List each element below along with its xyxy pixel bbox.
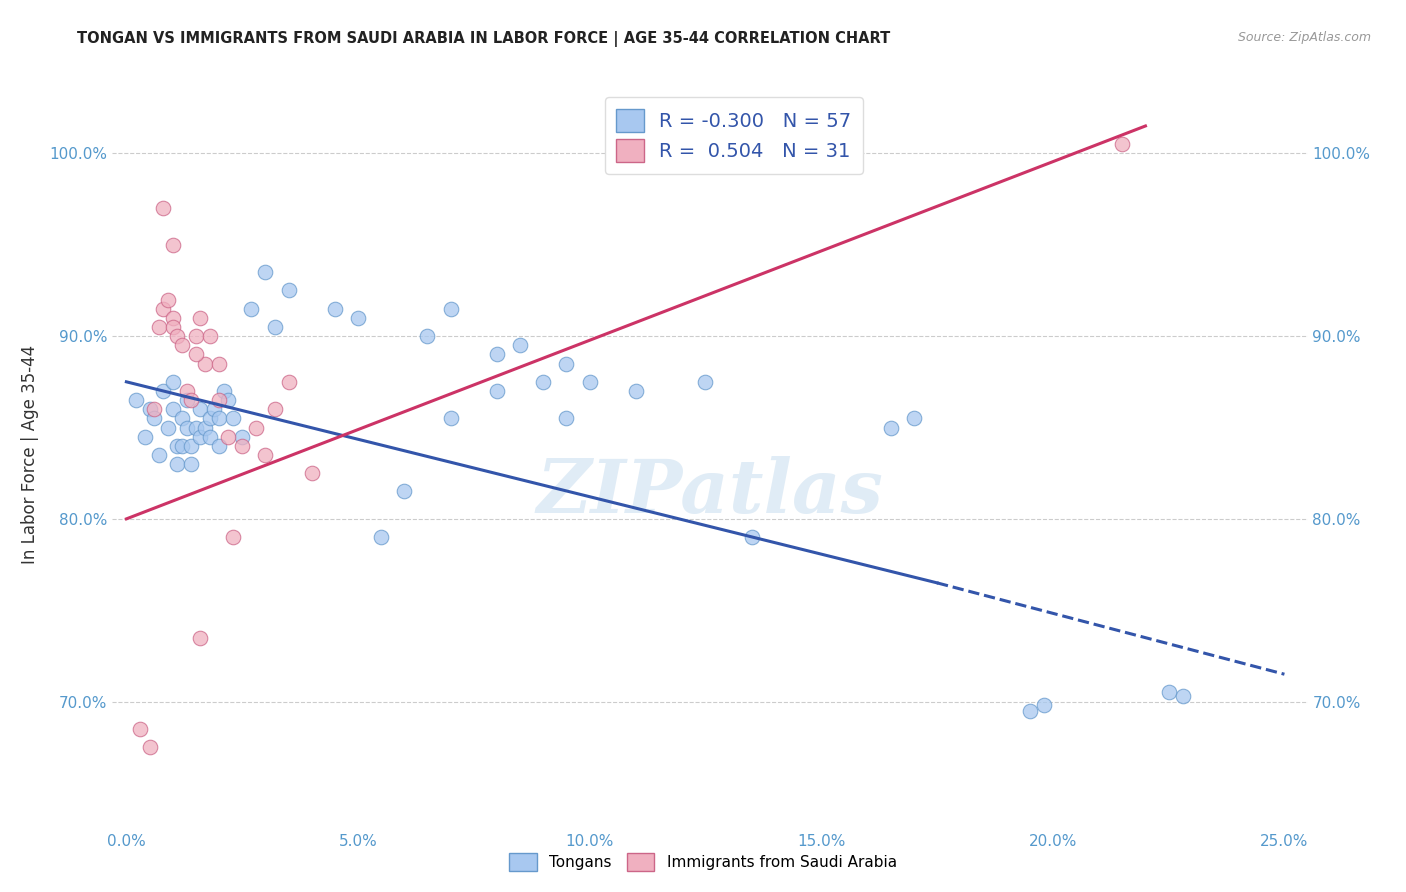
Point	[323, 301, 346, 316]
Point	[134, 430, 156, 444]
Point	[170, 439, 193, 453]
Point	[190, 631, 212, 645]
Point	[194, 420, 217, 434]
Point	[152, 384, 174, 398]
Point	[190, 402, 212, 417]
Point	[1171, 689, 1194, 703]
Point	[741, 530, 763, 544]
Point	[198, 430, 221, 444]
Point	[138, 740, 160, 755]
Point	[180, 439, 202, 453]
Point	[222, 530, 245, 544]
Text: ZIPatlas: ZIPatlas	[537, 456, 883, 529]
Point	[157, 293, 180, 307]
Point	[170, 338, 193, 352]
Point	[143, 402, 166, 417]
Point	[416, 329, 439, 343]
Point	[263, 402, 285, 417]
Point	[531, 375, 554, 389]
Point	[148, 448, 170, 462]
Point	[440, 411, 463, 425]
Point	[176, 420, 198, 434]
Point	[152, 301, 174, 316]
Point	[138, 402, 160, 417]
Point	[162, 320, 184, 334]
Point	[208, 411, 231, 425]
Point	[180, 457, 202, 471]
Point	[198, 329, 221, 343]
Point	[184, 347, 207, 361]
Point	[879, 420, 901, 434]
Point	[162, 375, 184, 389]
Point	[240, 301, 263, 316]
Point	[370, 530, 392, 544]
Point	[578, 375, 600, 389]
Point	[208, 357, 231, 371]
Text: TONGAN VS IMMIGRANTS FROM SAUDI ARABIA IN LABOR FORCE | AGE 35-44 CORRELATION CH: TONGAN VS IMMIGRANTS FROM SAUDI ARABIA I…	[77, 31, 890, 47]
Point	[263, 320, 285, 334]
Point	[624, 384, 647, 398]
Point	[162, 310, 184, 325]
Point	[231, 430, 253, 444]
Point	[555, 411, 578, 425]
Legend: Tongans, Immigrants from Saudi Arabia: Tongans, Immigrants from Saudi Arabia	[503, 847, 903, 877]
Point	[162, 402, 184, 417]
Point	[190, 430, 212, 444]
Y-axis label: In Labor Force | Age 35-44: In Labor Force | Age 35-44	[21, 345, 38, 565]
Point	[440, 301, 463, 316]
Point	[124, 393, 146, 408]
Point	[1018, 704, 1040, 718]
Point	[212, 384, 235, 398]
Point	[695, 375, 717, 389]
Point	[254, 265, 277, 279]
Point	[184, 329, 207, 343]
Point	[509, 338, 531, 352]
Point	[166, 329, 188, 343]
Point	[277, 284, 299, 298]
Point	[208, 393, 231, 408]
Point	[245, 420, 267, 434]
Point	[254, 448, 277, 462]
Point	[143, 411, 166, 425]
Point	[485, 384, 508, 398]
Point	[194, 357, 217, 371]
Point	[190, 310, 212, 325]
Point	[198, 411, 221, 425]
Point	[347, 310, 370, 325]
Point	[148, 320, 170, 334]
Point	[555, 357, 578, 371]
Point	[222, 411, 245, 425]
Point	[166, 439, 188, 453]
Point	[217, 393, 239, 408]
Point	[166, 457, 188, 471]
Point	[184, 420, 207, 434]
Point	[170, 411, 193, 425]
Point	[129, 722, 152, 736]
Legend: R = -0.300   N = 57, R =  0.504   N = 31: R = -0.300 N = 57, R = 0.504 N = 31	[605, 97, 863, 174]
Text: Source: ZipAtlas.com: Source: ZipAtlas.com	[1237, 31, 1371, 45]
Point	[152, 201, 174, 215]
Point	[162, 237, 184, 252]
Point	[231, 439, 253, 453]
Point	[176, 384, 198, 398]
Point	[277, 375, 299, 389]
Point	[176, 393, 198, 408]
Point	[1157, 685, 1180, 699]
Point	[485, 347, 508, 361]
Point	[1032, 698, 1054, 713]
Point	[202, 402, 225, 417]
Point	[217, 430, 239, 444]
Point	[1111, 137, 1133, 152]
Point	[208, 439, 231, 453]
Point	[903, 411, 925, 425]
Point	[180, 393, 202, 408]
Point	[394, 484, 416, 499]
Point	[301, 466, 323, 480]
Point	[157, 420, 180, 434]
